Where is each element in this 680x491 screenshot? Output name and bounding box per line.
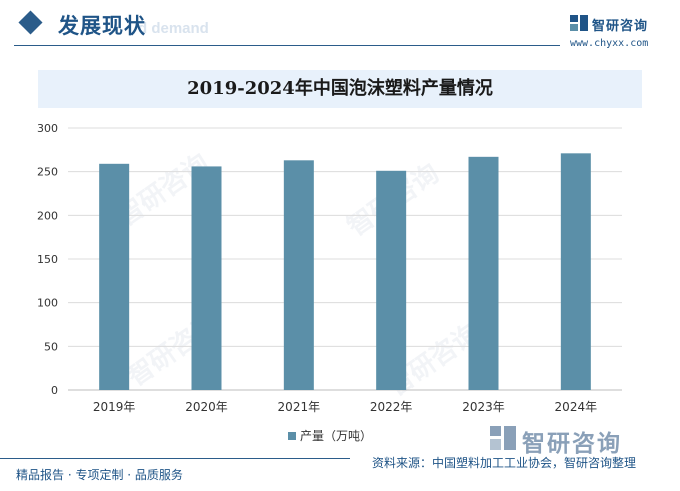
brand-logo-icon: [570, 15, 588, 31]
x-tick-label: 2020年: [185, 400, 228, 414]
brand-name: 智研咨询: [592, 19, 649, 34]
y-tick-label: 100: [37, 297, 58, 310]
x-tick-label: 2022年: [370, 400, 413, 414]
header-divider: [14, 45, 560, 46]
brand-url: www.chyxx.com: [570, 38, 649, 49]
x-tick-label: 2019年: [93, 400, 136, 414]
y-tick-label: 150: [37, 253, 58, 266]
chart-legend: 产量（万吨）: [288, 427, 373, 443]
page-header: d demand 发展现状 智研咨询 www.chyxx.com: [0, 0, 680, 56]
y-tick-label: 300: [37, 122, 58, 135]
bar: [99, 163, 130, 390]
legend-label: 产量（万吨）: [300, 429, 373, 443]
footer-logo-icon: [490, 426, 516, 450]
legend-swatch: [288, 431, 296, 440]
y-tick-label: 200: [37, 209, 58, 222]
chart-title: 2019-2024年中国泡沫塑料产量情况: [187, 78, 493, 99]
bar: [283, 160, 314, 390]
bar: [560, 153, 591, 390]
x-tick-label: 2021年: [278, 400, 321, 414]
footer-brand: 智研咨询: [490, 424, 670, 457]
x-tick-label: 2023年: [462, 400, 505, 414]
footer-divider: [0, 458, 350, 459]
data-source: 资料来源：中国塑料加工工业协会，智研咨询整理: [372, 456, 637, 470]
section-subtitle: d demand: [138, 20, 209, 37]
footer-brand-name: 智研咨询: [522, 431, 622, 457]
x-tick-label: 2024年: [555, 400, 598, 414]
bar: [376, 170, 407, 390]
y-tick-label: 250: [37, 166, 58, 179]
y-tick-label: 50: [44, 340, 58, 353]
footer-tagline: 精品报告 · 专项定制 · 品质服务: [16, 468, 183, 482]
brand-block: 智研咨询 www.chyxx.com: [570, 13, 670, 53]
bar: [191, 166, 222, 390]
bar: [468, 156, 499, 390]
chart-title-bar: 2019-2024年中国泡沫塑料产量情况: [38, 70, 642, 108]
section-title: 发展现状: [58, 14, 146, 38]
y-tick-label: 0: [51, 384, 58, 397]
